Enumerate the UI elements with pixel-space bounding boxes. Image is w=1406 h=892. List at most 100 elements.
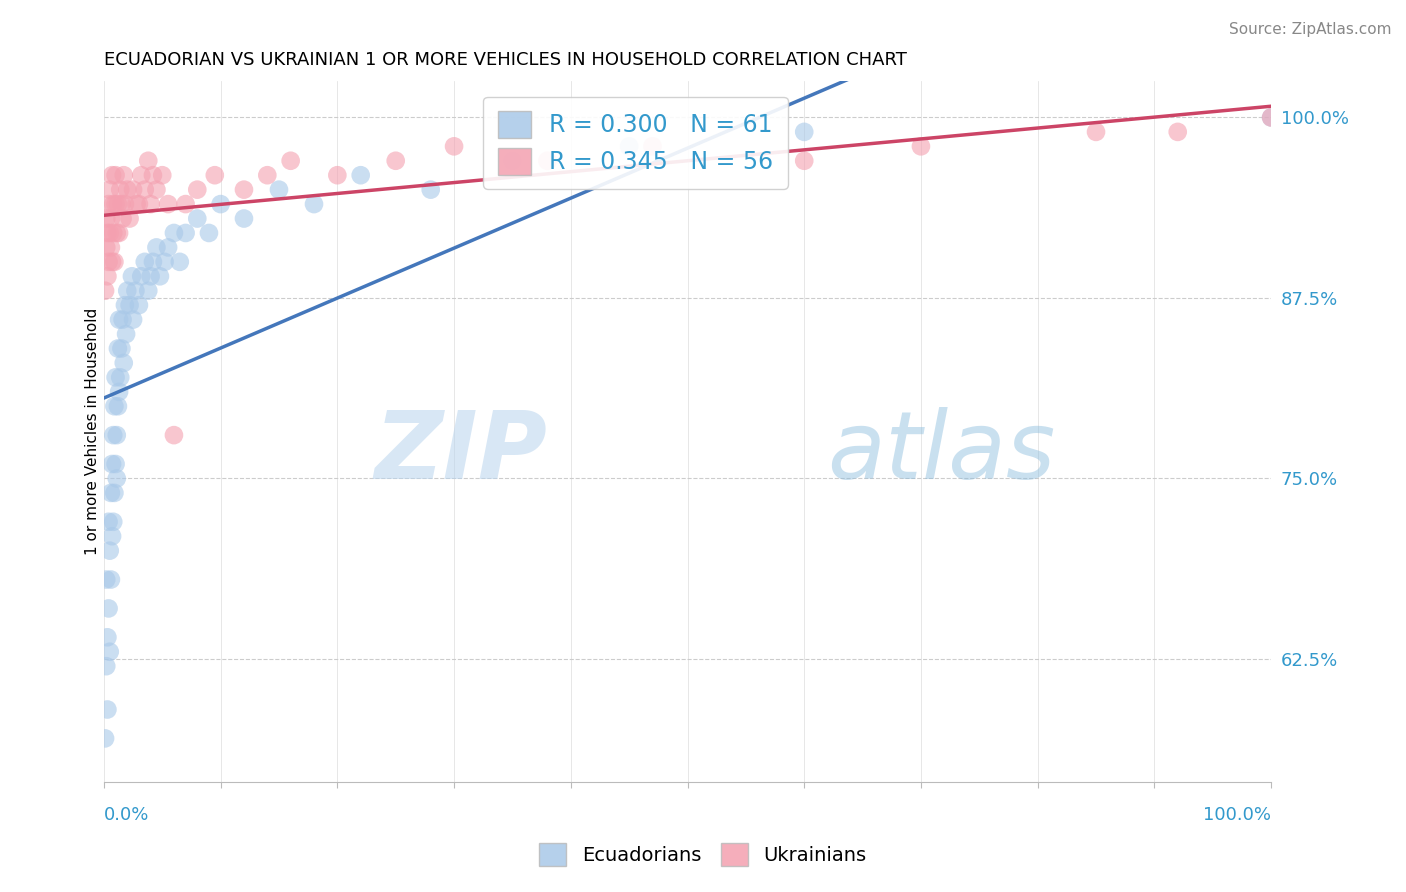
Point — [103, 515, 125, 529]
Point — [100, 211, 122, 226]
Point — [97, 197, 120, 211]
Point — [1085, 125, 1108, 139]
Text: 100.0%: 100.0% — [1204, 806, 1271, 824]
Point — [142, 255, 165, 269]
Point — [111, 211, 134, 226]
Point — [107, 342, 129, 356]
Point — [103, 486, 125, 500]
Point — [108, 226, 131, 240]
Point — [100, 486, 122, 500]
Point — [96, 269, 118, 284]
Point — [118, 211, 141, 226]
Point — [256, 168, 278, 182]
Point — [122, 312, 145, 326]
Point — [129, 168, 152, 182]
Point — [139, 269, 162, 284]
Point — [149, 269, 172, 284]
Text: atlas: atlas — [828, 407, 1056, 498]
Point — [186, 183, 208, 197]
Point — [96, 630, 118, 644]
Point — [233, 183, 256, 197]
Point — [419, 183, 441, 197]
Text: 0.0%: 0.0% — [104, 806, 149, 824]
Point — [115, 326, 138, 341]
Point — [204, 168, 226, 182]
Point — [233, 211, 256, 226]
Point — [793, 153, 815, 168]
Point — [94, 284, 117, 298]
Point — [107, 197, 129, 211]
Point — [96, 659, 118, 673]
Point — [125, 197, 148, 211]
Y-axis label: 1 or more Vehicles in Household: 1 or more Vehicles in Household — [86, 308, 100, 555]
Text: ZIP: ZIP — [374, 407, 547, 499]
Point — [128, 298, 150, 312]
Point — [97, 601, 120, 615]
Point — [112, 356, 135, 370]
Point — [174, 226, 197, 240]
Point — [110, 342, 132, 356]
Point — [174, 197, 197, 211]
Point — [97, 255, 120, 269]
Point — [104, 168, 127, 182]
Point — [103, 399, 125, 413]
Point — [136, 153, 159, 168]
Point — [145, 183, 167, 197]
Point — [103, 428, 125, 442]
Point — [157, 197, 180, 211]
Point — [617, 139, 640, 153]
Point — [104, 370, 127, 384]
Point — [186, 211, 208, 226]
Point — [98, 645, 121, 659]
Point — [267, 183, 290, 197]
Point — [124, 284, 146, 298]
Point — [136, 284, 159, 298]
Point — [103, 226, 125, 240]
Point — [96, 226, 118, 240]
Legend: R = 0.300   N = 61, R = 0.345   N = 56: R = 0.300 N = 61, R = 0.345 N = 56 — [484, 96, 787, 189]
Point — [111, 312, 134, 326]
Point — [118, 298, 141, 312]
Point — [134, 183, 156, 197]
Point — [209, 197, 232, 211]
Point — [100, 240, 122, 254]
Point — [96, 702, 118, 716]
Point — [108, 384, 131, 399]
Point — [153, 255, 176, 269]
Point — [105, 226, 128, 240]
Point — [1260, 111, 1282, 125]
Point — [96, 573, 118, 587]
Point — [443, 139, 465, 153]
Point — [128, 197, 150, 211]
Point — [501, 153, 523, 168]
Point — [104, 457, 127, 471]
Point — [101, 168, 124, 182]
Legend: Ecuadorians, Ukrainians: Ecuadorians, Ukrainians — [531, 835, 875, 873]
Text: Source: ZipAtlas.com: Source: ZipAtlas.com — [1229, 22, 1392, 37]
Point — [1260, 111, 1282, 125]
Point — [163, 226, 186, 240]
Point — [122, 183, 145, 197]
Point — [641, 139, 664, 153]
Point — [100, 573, 122, 587]
Point — [157, 240, 180, 254]
Point — [103, 255, 125, 269]
Point — [112, 168, 135, 182]
Point — [98, 543, 121, 558]
Point — [96, 240, 118, 254]
Point — [117, 284, 139, 298]
Point — [536, 153, 558, 168]
Point — [198, 226, 221, 240]
Point — [793, 125, 815, 139]
Text: ECUADORIAN VS UKRAINIAN 1 OR MORE VEHICLES IN HOUSEHOLD CORRELATION CHART: ECUADORIAN VS UKRAINIAN 1 OR MORE VEHICL… — [104, 51, 907, 69]
Point — [110, 197, 132, 211]
Point — [121, 269, 143, 284]
Point — [114, 197, 136, 211]
Point — [280, 153, 302, 168]
Point — [145, 240, 167, 254]
Point — [101, 457, 124, 471]
Point — [150, 168, 173, 182]
Point — [117, 183, 139, 197]
Point — [169, 255, 191, 269]
Point — [139, 197, 162, 211]
